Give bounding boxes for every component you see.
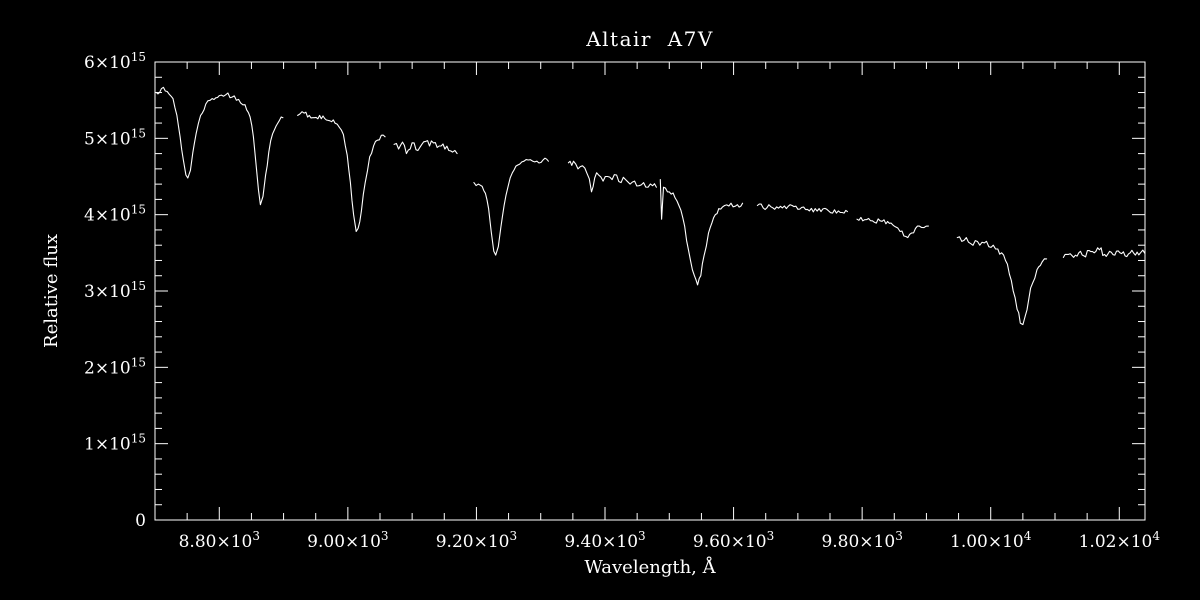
y-tick-label: 5×1015	[84, 126, 146, 149]
y-axis-label: Relative flux	[41, 234, 62, 348]
x-tick-label: 8.80×103	[179, 529, 260, 552]
x-tick-label: 9.40×103	[564, 529, 645, 552]
y-tick-label: 6×1015	[84, 50, 146, 73]
x-tick-label: 9.80×103	[821, 529, 902, 552]
x-axis-label: Wavelength, Å	[584, 556, 716, 578]
x-ticks: 8.80×103 9.00×103 9.20×103 9.40×103 9.60×103…	[154, 62, 1161, 552]
y-tick-label: 1×1015	[84, 432, 146, 455]
x-tick-label: 9.00×103	[307, 529, 388, 552]
x-tick-label: 1.02×104	[1079, 529, 1161, 552]
y-tick-label: 2×1015	[84, 355, 146, 378]
spectrum-line	[155, 86, 1146, 326]
y-ticks: 0 1×1015 2×1015 3×1015 4×1015 5×1015 6×1015	[84, 50, 1145, 531]
plot-area: 8.80×103 9.00×103 9.20×103 9.40×103 9.60×103…	[84, 50, 1160, 552]
x-tick-label: 9.20×103	[436, 529, 517, 552]
y-tick-label: 4×1015	[84, 203, 146, 226]
chart-title: Altair A7V	[585, 27, 714, 51]
x-tick-label: 1.00×104	[950, 529, 1032, 552]
plot-frame	[154, 61, 1146, 521]
x-tick-label: 9.60×103	[693, 529, 774, 552]
y-tick-label: 0	[135, 511, 146, 531]
y-tick-label: 3×1015	[84, 279, 146, 302]
